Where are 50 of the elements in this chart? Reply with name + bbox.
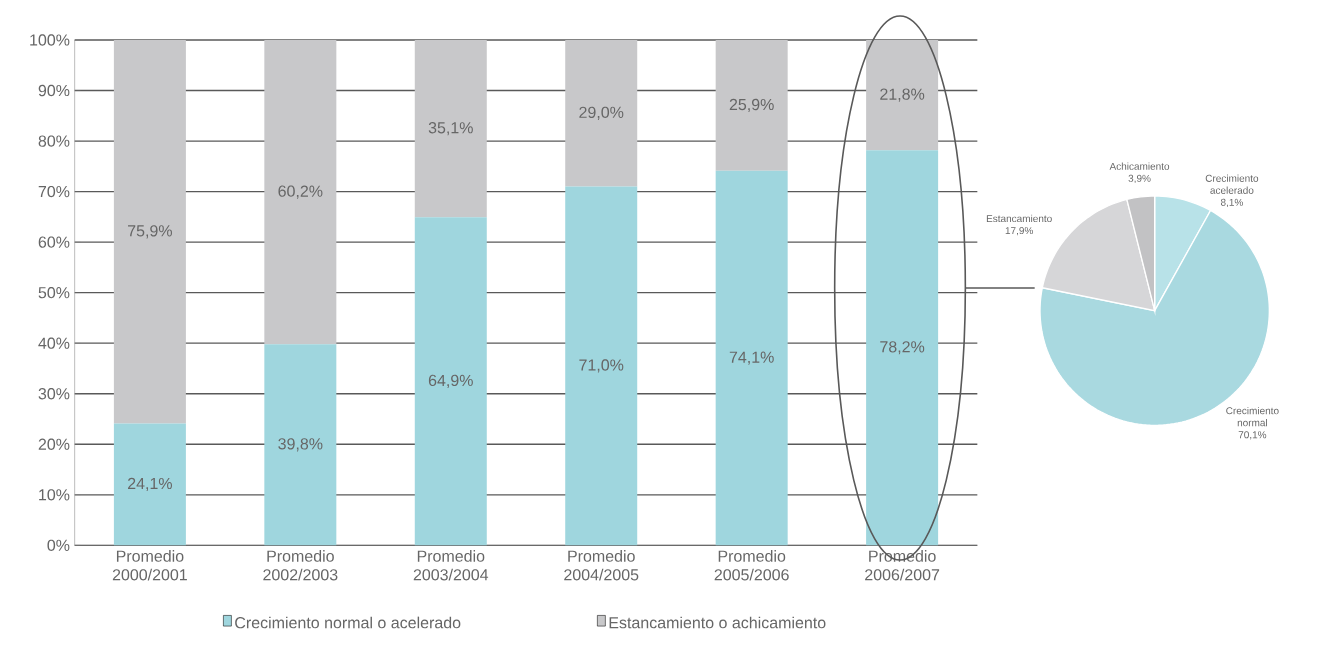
- x-tick-label: Promedio 2000/2001: [112, 549, 187, 581]
- data-label: 39,8%: [278, 438, 323, 452]
- y-tick-label: 90%: [38, 84, 70, 97]
- bar: [264, 344, 337, 546]
- x-tick-label: Promedio 2005/2006: [714, 549, 789, 581]
- legend-label: Estancamiento o achicamiento: [609, 616, 826, 629]
- x-tick-label: Promedio 2002/2003: [263, 549, 338, 581]
- data-label: 64,9%: [428, 374, 473, 388]
- y-tick-label: 60%: [38, 236, 70, 248]
- x-tick-label: Promedio 2003/2004: [413, 549, 489, 581]
- data-label: 3,9%: [1128, 174, 1151, 183]
- data-label: 29,0%: [579, 106, 624, 120]
- data-label: 24,1%: [128, 477, 172, 491]
- data-label: 35,1%: [428, 121, 473, 136]
- y-tick-label: 70%: [38, 185, 70, 198]
- y-tick-label: 40%: [38, 337, 70, 349]
- bar: [565, 39, 638, 187]
- data-label: 71,0%: [579, 359, 624, 373]
- bar: [565, 186, 638, 546]
- data-label: 78,2%: [880, 340, 925, 355]
- bar: [414, 39, 487, 218]
- y-tick-label: 20%: [38, 438, 70, 450]
- slice-label: Crecimiento acelerado: [1205, 174, 1259, 194]
- y-tick-label: 10%: [39, 488, 70, 501]
- bar: [715, 39, 788, 171]
- data-label: 21,8%: [880, 88, 925, 102]
- y-tick-label: 50%: [38, 286, 70, 299]
- slice-label: Crecimiento normal: [1226, 406, 1279, 427]
- data-label: 70,1%: [1238, 431, 1267, 440]
- data-label: 60,2%: [278, 185, 323, 199]
- data-label: 17,9%: [1005, 226, 1033, 236]
- y-tick-label: 80%: [38, 135, 70, 147]
- y-tick-label: 100%: [30, 34, 70, 46]
- bar: [866, 39, 939, 150]
- data-label: 74,1%: [729, 351, 774, 365]
- x-tick-label: Promedio 2004/2005: [564, 549, 639, 581]
- slice-label: Achicamiento: [1109, 162, 1170, 170]
- slice-label: Estancamiento: [986, 214, 1052, 222]
- data-label: 25,9%: [729, 98, 774, 112]
- bar: [264, 39, 337, 345]
- bar: [866, 150, 939, 546]
- bar: [113, 423, 186, 546]
- data-label: 8,1%: [1220, 198, 1243, 207]
- y-tick-label: 0%: [47, 539, 70, 551]
- legend-label: Crecimiento normal o acelerado: [235, 616, 461, 629]
- bar: [113, 39, 186, 424]
- y-tick-label: 30%: [38, 387, 70, 400]
- data-label: 75,9%: [128, 225, 172, 239]
- bar: [715, 170, 788, 546]
- bar: [414, 217, 487, 546]
